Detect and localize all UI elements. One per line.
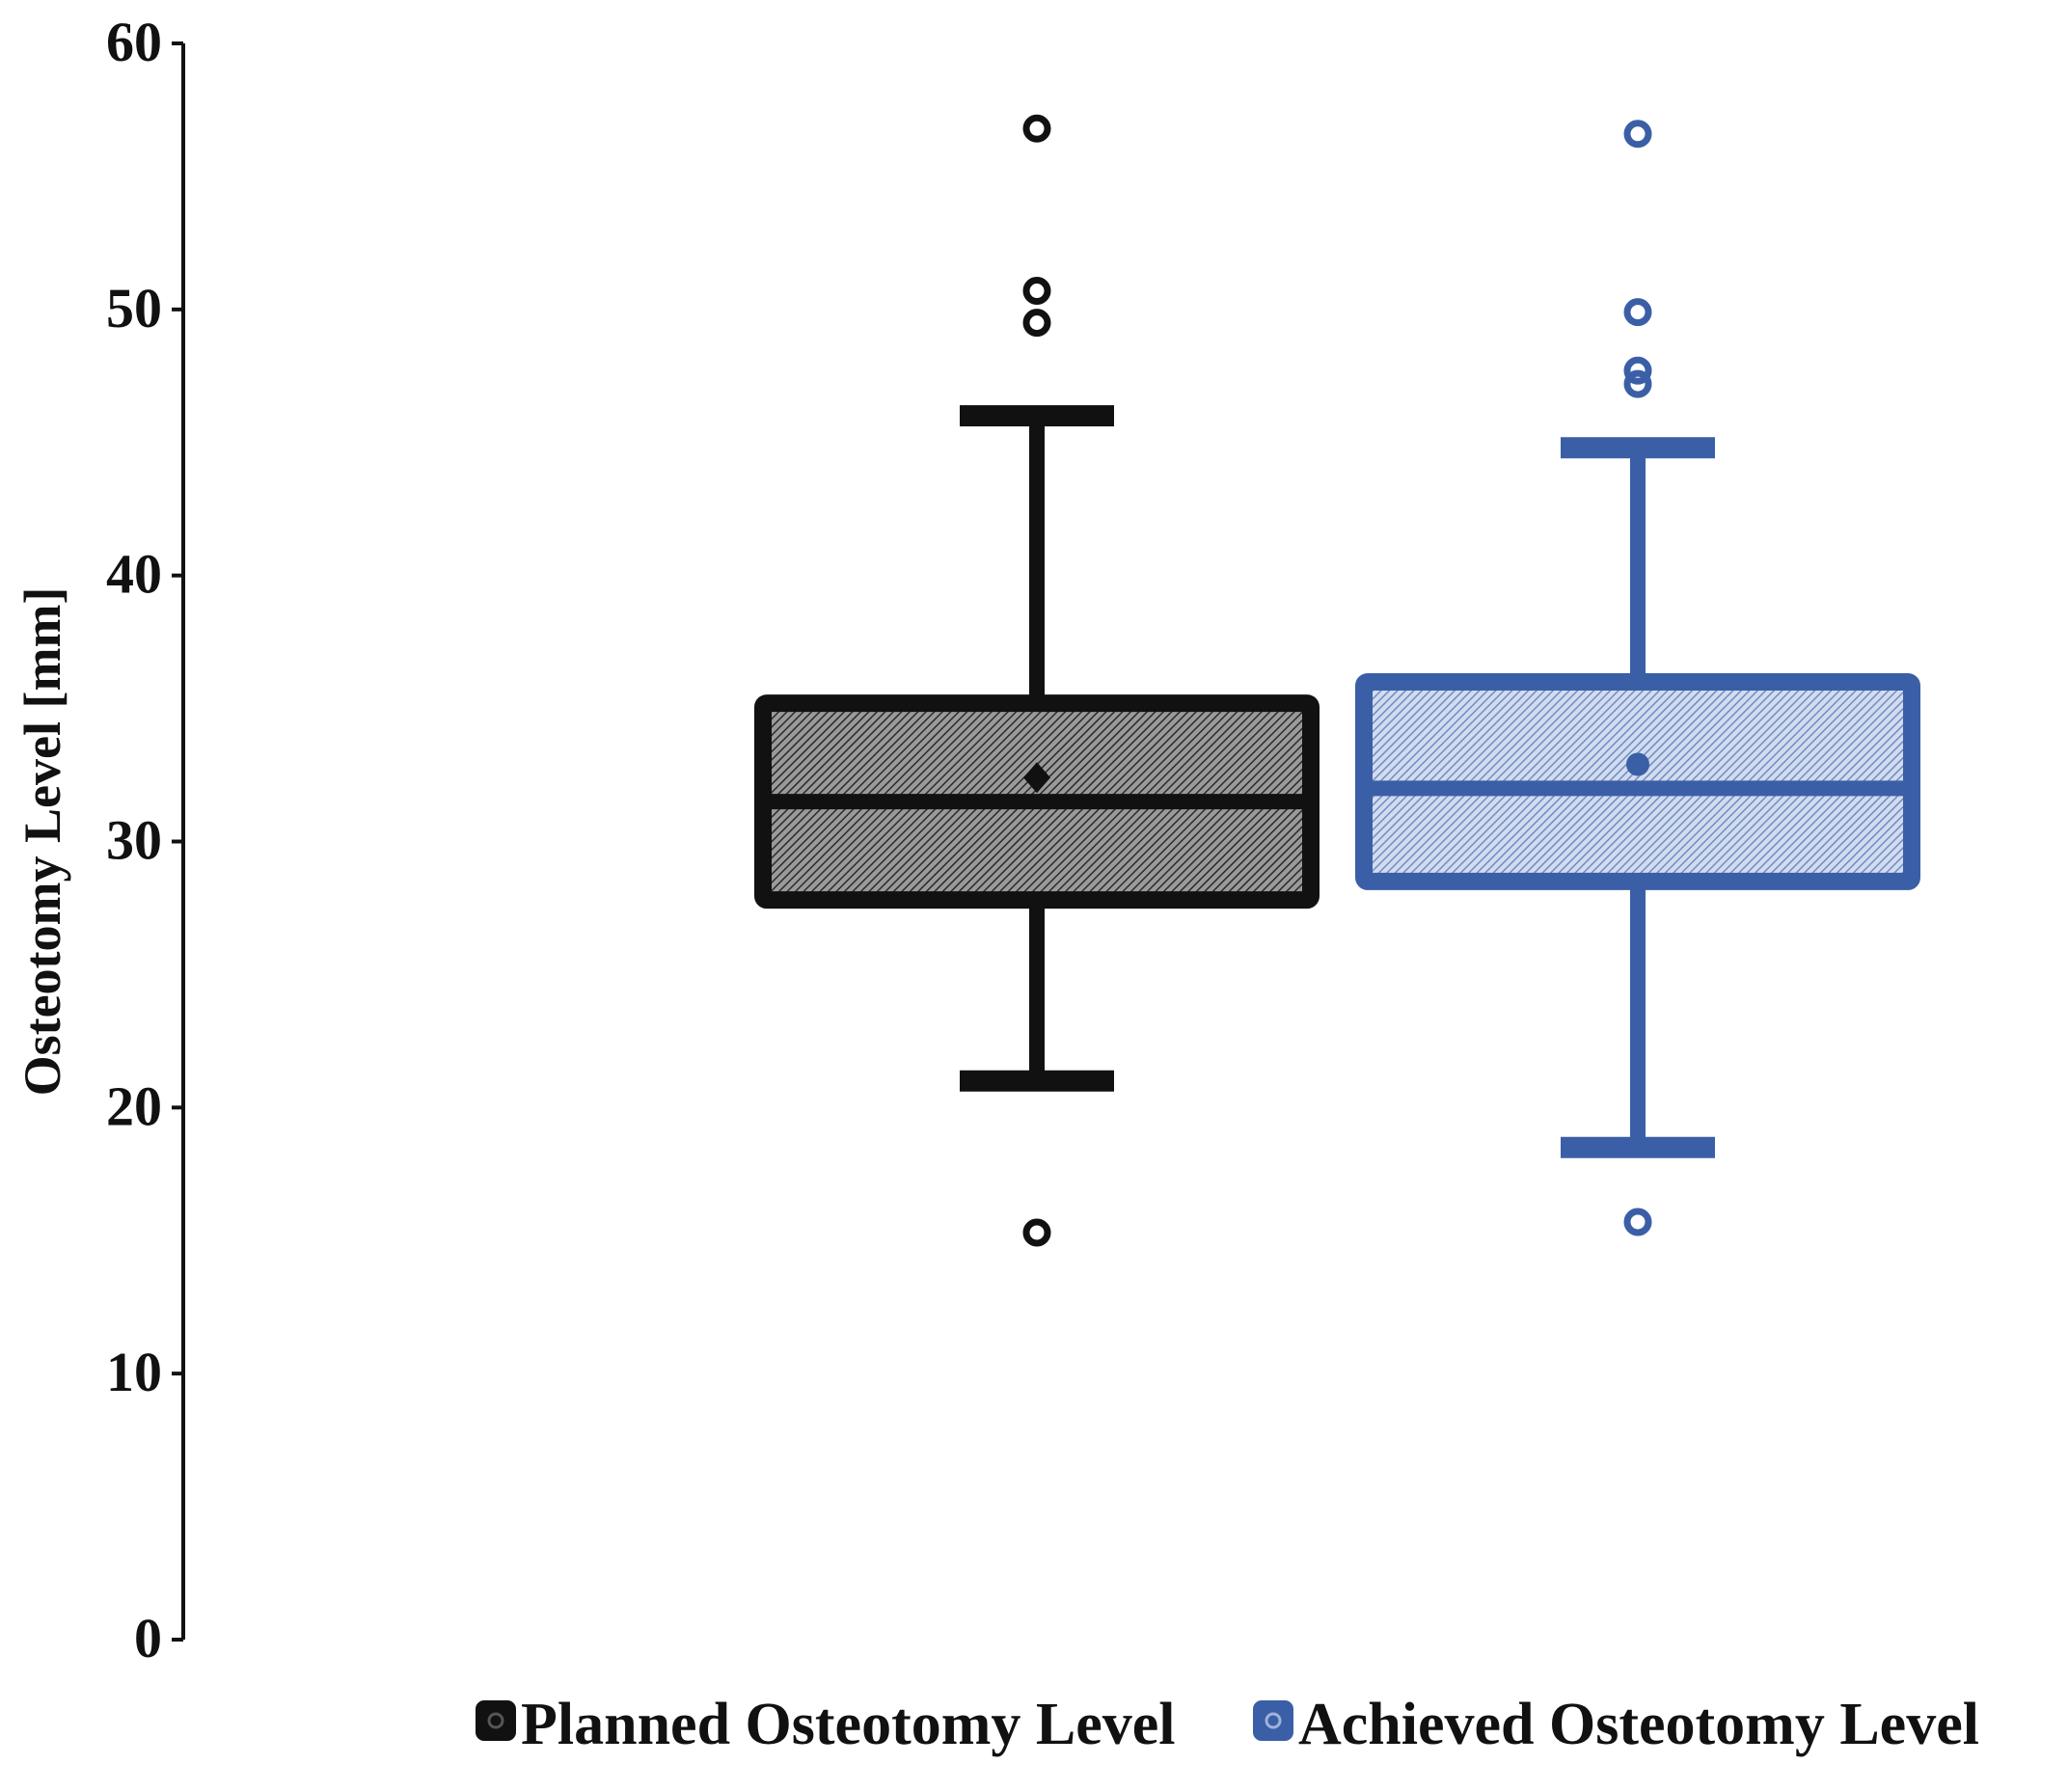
legend-item: Planned Osteotomy Level: [476, 1692, 1176, 1757]
y-ticks: 0 10 20 30 40 50 60: [106, 11, 183, 1670]
legend-swatch: [476, 1700, 516, 1741]
mean-marker: [1023, 762, 1050, 794]
outlier-point: [1623, 120, 1652, 149]
outlier-point: [1623, 356, 1652, 385]
y-tick-label: 40: [106, 543, 162, 606]
outlier-point: [1022, 1218, 1051, 1247]
legend-item: Achieved Osteotomy Level: [1253, 1692, 1979, 1757]
y-tick-label: 10: [106, 1341, 162, 1403]
y-tick-label: 20: [106, 1074, 162, 1137]
legend-label: Achieved Osteotomy Level: [1298, 1692, 1979, 1757]
outlier-point: [1623, 298, 1652, 327]
outlier-point: [1623, 1208, 1652, 1236]
box-series: [1355, 120, 1920, 1236]
y-tick-label: 30: [106, 809, 162, 872]
y-tick-label: 0: [134, 1607, 162, 1670]
legend-label: Planned Osteotomy Level: [521, 1692, 1176, 1757]
mean-marker: [1626, 752, 1649, 776]
legend: Planned Osteotomy Level Achieved Osteotom…: [476, 1692, 1979, 1757]
outlier-point: [1623, 369, 1652, 398]
legend-swatch-marker: [1265, 1712, 1282, 1729]
y-axis: 0 10 20 30 40 50 60 Osteotomy Level [mm]: [14, 11, 185, 1670]
y-tick-label: 60: [106, 11, 162, 73]
y-axis-title: Osteotomy Level [mm]: [14, 587, 71, 1097]
outlier-point: [1022, 114, 1051, 143]
outlier-point: [1022, 309, 1051, 338]
box-series: [754, 114, 1320, 1247]
outlier-point: [1022, 277, 1051, 306]
y-tick-label: 50: [106, 277, 162, 339]
legend-swatch: [1253, 1700, 1293, 1741]
box-series-group: [754, 114, 1920, 1247]
legend-swatch-marker: [487, 1712, 504, 1729]
